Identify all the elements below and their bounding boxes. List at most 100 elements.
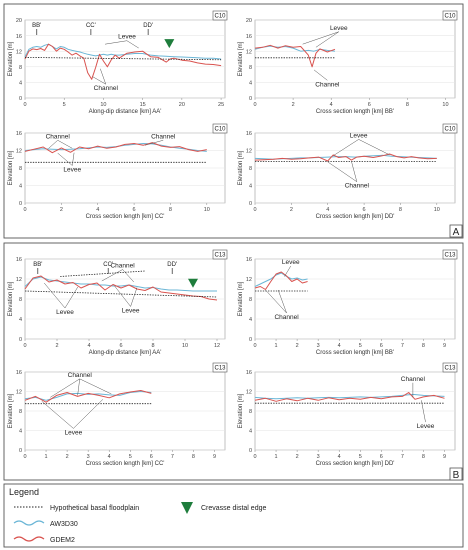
y-tick-label: 4	[249, 81, 252, 87]
y-axis-label: Elevation [m]	[238, 41, 244, 76]
section-mark-label: DD'	[167, 262, 177, 268]
series-line-gdem2	[24, 43, 222, 80]
panel-code: C13	[214, 366, 226, 372]
x-tick-label: 12	[214, 343, 220, 349]
legend-gdem2-swatch	[13, 536, 45, 542]
annotation-leader-line	[72, 152, 75, 166]
annotation-leader-line	[114, 285, 131, 307]
y-tick-label: 0	[19, 96, 22, 102]
x-tick-label: 7	[171, 454, 174, 460]
x-axis-label: Along-dip distance [km] AA'	[89, 350, 162, 356]
y-tick-label: 12	[16, 277, 22, 283]
x-tick-label: 9	[213, 454, 216, 460]
x-tick-label: 0	[253, 207, 256, 213]
annotation-label: Levee	[330, 25, 348, 32]
section-mark-label: CC'	[86, 23, 96, 29]
x-tick-label: 4	[338, 454, 341, 460]
section-mark-label: BB'	[33, 262, 42, 268]
series-line-aw3d30	[24, 43, 222, 60]
y-axis-label: Elevation [m]	[8, 281, 14, 316]
x-tick-label: 8	[399, 207, 402, 213]
x-tick-label: 9	[443, 454, 446, 460]
annotation-leader-line	[79, 378, 112, 395]
x-tick-label: 0	[23, 102, 26, 108]
x-tick-label: 9	[443, 343, 446, 349]
section-mark-label: CC'	[103, 262, 113, 268]
x-tick-label: 5	[129, 454, 132, 460]
x-tick-label: 2	[60, 207, 63, 213]
panel-a2: 0 4 8 12 16 20 0 2 4 6 8 10 Cross section length [km…	[238, 10, 458, 115]
crevasse-distal-edge-marker	[164, 39, 175, 49]
x-tick-label: 10	[182, 343, 188, 349]
x-tick-label: 2	[66, 454, 69, 460]
annotation-label: Levee	[56, 309, 74, 316]
y-tick-label: 12	[246, 390, 252, 396]
x-tick-label: 5	[63, 102, 66, 108]
panel-a3: 0 4 8 12 16 0 2 4 6 8 10 Cross section length [km] …	[8, 123, 228, 220]
y-tick-label: 20	[16, 18, 22, 24]
block-a-label-box	[449, 224, 463, 238]
panel-code: C10	[214, 14, 226, 20]
y-tick-label: 4	[19, 184, 22, 190]
panel-code-box	[442, 10, 458, 21]
x-tick-label: 10	[442, 102, 448, 108]
annotation-leader-line	[104, 40, 127, 45]
crevasse-distal-edge-marker	[188, 278, 198, 288]
x-axis-label: Cross section length [km] DD'	[316, 461, 395, 467]
x-tick-label: 4	[338, 343, 341, 349]
y-tick-label: 0	[249, 201, 252, 207]
annotation-label: Channel	[401, 376, 426, 383]
panel-code: C10	[214, 127, 226, 133]
panel-code-box	[212, 249, 228, 260]
legend-gdem2-label: GDEM2	[50, 537, 75, 544]
annotation-leader-line	[92, 76, 106, 85]
annotation-leader-line	[421, 400, 426, 423]
section-mark-label: DD'	[143, 23, 153, 29]
annotation-leader-line	[351, 160, 358, 182]
annotation-label: Levee	[118, 34, 136, 41]
legend-aw3d30-label: AW3D30	[50, 521, 78, 528]
y-tick-label: 12	[16, 49, 22, 55]
legend-crevasse-label: Crevasse distal edge	[201, 505, 266, 512]
legend-aw3d30-swatch	[13, 520, 45, 526]
annotation-label: Channel	[46, 133, 71, 140]
y-axis-label: Elevation [m]	[238, 281, 244, 316]
y-tick-label: 16	[16, 34, 22, 40]
annotation-leader-line	[126, 40, 139, 49]
x-tick-label: 6	[363, 207, 366, 213]
x-tick-label: 20	[179, 102, 185, 108]
y-tick-label: 4	[19, 429, 22, 435]
annotation-label: Channel	[151, 133, 176, 140]
x-tick-label: 6	[119, 343, 122, 349]
y-tick-label: 12	[246, 149, 252, 155]
y-tick-label: 8	[249, 297, 252, 303]
annotation-leader-line	[101, 269, 123, 282]
y-tick-label: 0	[19, 201, 22, 207]
annotation-label: Channel	[94, 85, 119, 92]
series-line-gdem2	[24, 390, 152, 403]
y-tick-label: 8	[249, 409, 252, 415]
x-tick-label: 4	[87, 343, 90, 349]
annotation-leader-line	[77, 378, 80, 396]
panel-code-box	[212, 10, 228, 21]
y-tick-label: 12	[16, 390, 22, 396]
y-tick-label: 8	[19, 297, 22, 303]
series-line-gdem2	[24, 275, 218, 301]
x-tick-label: 7	[401, 454, 404, 460]
plot-frame	[254, 19, 456, 99]
block-a-frame	[3, 3, 464, 239]
annotation-leader-line	[57, 140, 73, 149]
y-axis-label: Elevation [m]	[8, 41, 14, 76]
y-tick-label: 8	[249, 65, 252, 71]
series-line-gdem2	[254, 153, 437, 162]
y-tick-label: 4	[249, 184, 252, 190]
x-tick-label: 0	[253, 454, 256, 460]
x-tick-label: 10	[204, 207, 210, 213]
x-tick-label: 6	[150, 454, 153, 460]
x-tick-label: 10	[100, 102, 106, 108]
annotation-label: Channel	[345, 183, 370, 190]
panel-code-box	[212, 362, 228, 373]
x-tick-label: 6	[133, 207, 136, 213]
